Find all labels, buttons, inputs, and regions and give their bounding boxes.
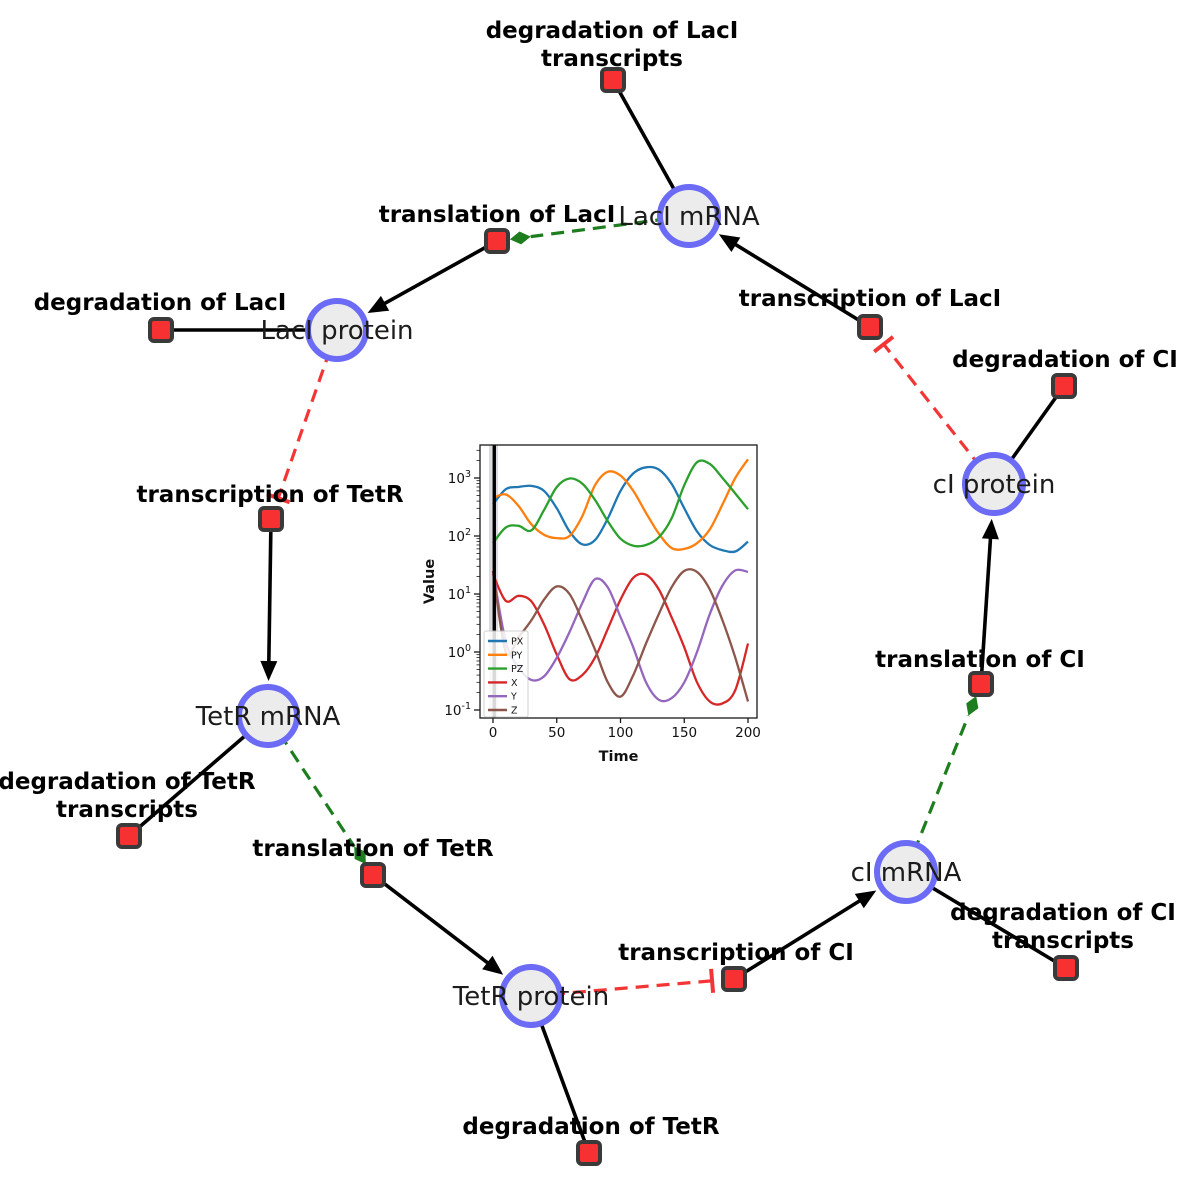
inset-chart: 0 50 100 150 200 103 102 101 100 10-1 Time Value PX P… bbox=[413, 431, 793, 781]
nodes-layer bbox=[116, 67, 1079, 1166]
series-line-PX bbox=[492, 465, 749, 554]
reaction-label-transcription-ci: transcription of CI bbox=[618, 940, 854, 966]
legend: PX PY PZ XYZ bbox=[483, 630, 529, 718]
edge-translation-tetr-tetr-protein-arrowhead-icon bbox=[482, 955, 504, 975]
reaction-node-transcription-tetr bbox=[258, 506, 284, 532]
x-tick-label: 150 bbox=[671, 725, 697, 741]
edge-translation-ci-ci-protein bbox=[979, 536, 993, 685]
reaction-label-deg-laci: degradation of LacI bbox=[34, 290, 287, 316]
reaction-node-deg-tetr bbox=[576, 1140, 602, 1166]
species-node-laci-protein bbox=[305, 298, 369, 362]
legend-label: PZ bbox=[511, 664, 524, 675]
edge-transcription-tetr-tetr-mrna-arrowhead-icon bbox=[260, 660, 278, 682]
reaction-label-deg-tetr-transcripts: degradation of TetR bbox=[0, 769, 256, 795]
reaction-node-deg-laci bbox=[148, 317, 174, 343]
species-label-laci-protein: LacI protein bbox=[260, 316, 413, 346]
reaction-node-deg-laci-transcripts bbox=[600, 67, 626, 93]
series-line-Y bbox=[491, 568, 749, 703]
edge-translation-laci-laci-protein-arrowhead-icon bbox=[367, 295, 390, 313]
x-tick-label: 100 bbox=[608, 725, 634, 741]
reaction-label-translation-tetr: translation of TetR bbox=[252, 836, 493, 862]
legend-label: Y bbox=[510, 692, 517, 703]
species-label-tetr-mrna: TetR mRNA bbox=[195, 702, 341, 732]
species-node-tetr-mrna bbox=[236, 684, 300, 748]
edge-transcription-tetr-tetr-mrna bbox=[267, 518, 273, 664]
labels-layer: degradation of LacItranscriptstranslatio… bbox=[0, 18, 1178, 1140]
species-label-laci-mrna: LacI mRNA bbox=[618, 202, 759, 232]
reaction-node-deg-tetr-transcripts bbox=[116, 823, 142, 849]
edge-transcription-laci-laci-mrna-arrowhead-icon bbox=[718, 234, 741, 252]
plot-area bbox=[489, 445, 750, 718]
reaction-label-deg-tetr-transcripts: transcripts bbox=[56, 797, 198, 823]
timeseries-plot: 0 50 100 150 20010310210110010-1TimeValuePXP… bbox=[422, 444, 761, 765]
species-node-tetr-protein bbox=[499, 964, 563, 1028]
y-tick-label: 100 bbox=[448, 643, 471, 661]
y-tick-label: 103 bbox=[448, 469, 471, 487]
legend-label: PY bbox=[511, 650, 523, 661]
edge-ci-mrna-translation-ci-diamond-icon bbox=[966, 696, 979, 716]
edge-translation-ci-ci-protein-arrowhead-icon bbox=[981, 518, 999, 540]
edge-tetr-mrna-translation-tetr-diamond-icon bbox=[354, 846, 366, 865]
species-node-ci-mrna bbox=[874, 840, 938, 904]
reaction-label-translation-ci: translation of CI bbox=[875, 647, 1085, 673]
y-tick-label: 101 bbox=[448, 585, 471, 603]
x-tick-label: 0 bbox=[489, 725, 498, 741]
edge-tetr-protein-transcription-ci-tbar-icon bbox=[709, 968, 716, 993]
species-label-tetr-protein: TetR protein bbox=[452, 982, 609, 1012]
reaction-label-deg-ci: degradation of CI bbox=[952, 347, 1178, 373]
x-axis-label: Time bbox=[599, 749, 639, 765]
reaction-label-deg-laci-transcripts: transcripts bbox=[541, 46, 683, 72]
reaction-label-transcription-laci: transcription of LacI bbox=[739, 286, 1002, 312]
x-tick-label: 50 bbox=[548, 725, 565, 741]
y-axis-label: Value bbox=[422, 559, 438, 605]
edge-transcription-ci-ci-mrna-arrowhead-icon bbox=[854, 890, 877, 909]
series-line-X bbox=[491, 572, 750, 706]
y-tick-label: 10-1 bbox=[444, 701, 471, 719]
reaction-node-deg-ci bbox=[1051, 373, 1077, 399]
series-line-PZ bbox=[492, 459, 749, 548]
legend-label: PX bbox=[511, 637, 524, 648]
edge-translation-laci-laci-protein bbox=[382, 239, 498, 306]
reaction-label-deg-tetr: degradation of TetR bbox=[462, 1114, 719, 1140]
reaction-node-deg-ci-transcripts bbox=[1053, 955, 1079, 981]
edge-transcription-laci-laci-mrna bbox=[733, 242, 871, 329]
edge-laci-mrna-translation-laci-diamond-icon bbox=[509, 231, 531, 245]
reaction-node-translation-ci bbox=[968, 671, 994, 697]
reaction-label-deg-ci-transcripts: degradation of CI bbox=[950, 900, 1176, 926]
series-line-PY bbox=[492, 458, 749, 551]
species-node-laci-mrna bbox=[657, 184, 721, 248]
reaction-node-transcription-ci bbox=[721, 966, 747, 992]
species-label-ci-mrna: cI mRNA bbox=[851, 858, 962, 888]
species-label-ci-protein: cI protein bbox=[933, 470, 1056, 500]
reaction-node-translation-tetr bbox=[360, 862, 386, 888]
y-tick-label: 102 bbox=[448, 527, 471, 545]
legend-label: Z bbox=[511, 706, 518, 717]
axes-frame bbox=[479, 444, 758, 719]
edge-translation-tetr-tetr-protein bbox=[371, 873, 491, 966]
species-node-ci-protein bbox=[962, 452, 1026, 516]
x-tick-label: 200 bbox=[735, 725, 761, 741]
edge-transcription-ci-ci-mrna bbox=[733, 898, 862, 981]
series-line-Z bbox=[491, 568, 750, 702]
reaction-node-translation-laci bbox=[484, 228, 510, 254]
reaction-label-deg-ci-transcripts: transcripts bbox=[992, 928, 1134, 954]
legend-label: X bbox=[511, 678, 518, 689]
edge-laci-protein-transcription-tetr-tbar-icon bbox=[266, 492, 291, 505]
reaction-label-deg-laci-transcripts: degradation of LacI bbox=[486, 18, 739, 44]
reaction-label-translation-laci: translation of LacI bbox=[379, 202, 616, 228]
reaction-label-transcription-tetr: transcription of TetR bbox=[136, 482, 403, 508]
reaction-node-transcription-laci bbox=[857, 314, 883, 340]
edge-ci-protein-transcription-laci-tbar-icon bbox=[872, 335, 895, 354]
